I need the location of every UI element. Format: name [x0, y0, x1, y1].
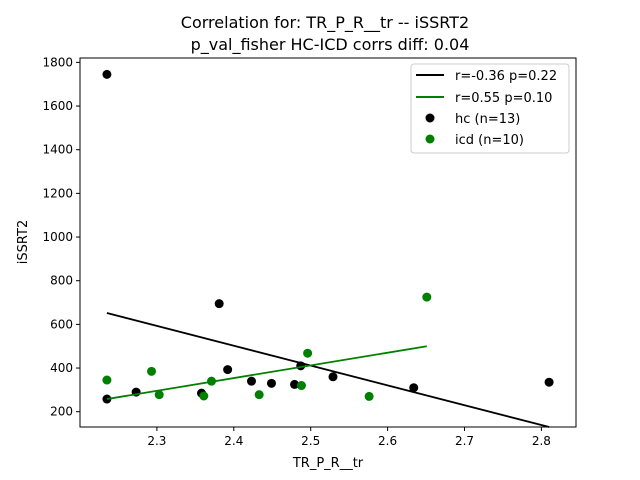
scatter-point-icd: [296, 381, 306, 391]
x-axis-label: TR_P_R__tr: [292, 456, 364, 471]
scatter-point-icd: [364, 391, 374, 401]
scatter-point-hc: [266, 378, 276, 388]
x-tick-label: 2.4: [224, 434, 243, 448]
scatter-point-icd: [303, 348, 313, 358]
legend-label-hc: hc (n=13): [455, 112, 520, 127]
fit-line-icd: [106, 345, 427, 400]
scatter-point-hc: [223, 365, 233, 375]
x-tick-label: 2.5: [301, 434, 320, 448]
plot-area: [102, 69, 554, 428]
y-axis-label: iSSRT2: [16, 220, 31, 264]
x-tick-label: 2.3: [147, 434, 166, 448]
scatter-point-hc: [328, 372, 338, 382]
scatter-point-icd: [254, 390, 264, 400]
axes-frame: [79, 57, 577, 428]
y-tick-label: 400: [50, 361, 73, 375]
legend-label-icd: icd (n=10): [455, 133, 524, 148]
x-tick-label: 2.7: [455, 434, 474, 448]
x-axis-ticks: 2.3 2.4 2.5 2.6 2.7 2.8: [147, 427, 551, 448]
y-tick-label: 600: [50, 317, 73, 331]
x-tick-label: 2.8: [532, 434, 551, 448]
scatter-point-hc: [544, 377, 554, 387]
scatter-point-hc: [290, 379, 300, 389]
legend-marker-hc: [425, 113, 435, 123]
y-tick-label: 200: [50, 405, 73, 419]
y-axis-ticks: 200 400 600 800 1000 1200 1400 1600 1800: [42, 55, 80, 419]
scatter-point-icd: [422, 292, 432, 302]
y-tick-label: 800: [50, 274, 73, 288]
scatter-point-icd: [102, 375, 112, 385]
legend-label-icd-fit: r=0.55 p=0.10: [455, 91, 552, 106]
x-tick-label: 2.6: [378, 434, 397, 448]
legend-marker-icd: [425, 134, 435, 144]
y-tick-label: 1000: [42, 230, 73, 244]
y-tick-label: 1800: [42, 55, 73, 69]
scatter-point-icd: [199, 391, 209, 401]
scatter-point-hc: [246, 376, 256, 386]
scatter-point-hc: [214, 299, 224, 309]
chart-subtitle: p_val_fisher HC-ICD corrs diff: 0.04: [191, 35, 470, 55]
scatter-point-hc: [409, 383, 419, 393]
y-tick-label: 1400: [42, 143, 73, 157]
scatter-point-icd: [154, 390, 164, 400]
chart-title: Correlation for: TR_P_R__tr -- iSSRT2: [181, 13, 469, 33]
y-tick-label: 1600: [42, 99, 73, 113]
scatter-point-icd: [147, 366, 157, 376]
y-tick-label: 1200: [42, 186, 73, 200]
fit-line-hc: [106, 312, 550, 428]
legend: r=-0.36 p=0.22 r=0.55 p=0.10 hc (n=13) i…: [410, 63, 570, 154]
scatter-point-hc: [102, 69, 112, 79]
legend-label-hc-fit: r=-0.36 p=0.22: [455, 69, 557, 84]
legend-box: [410, 63, 570, 154]
